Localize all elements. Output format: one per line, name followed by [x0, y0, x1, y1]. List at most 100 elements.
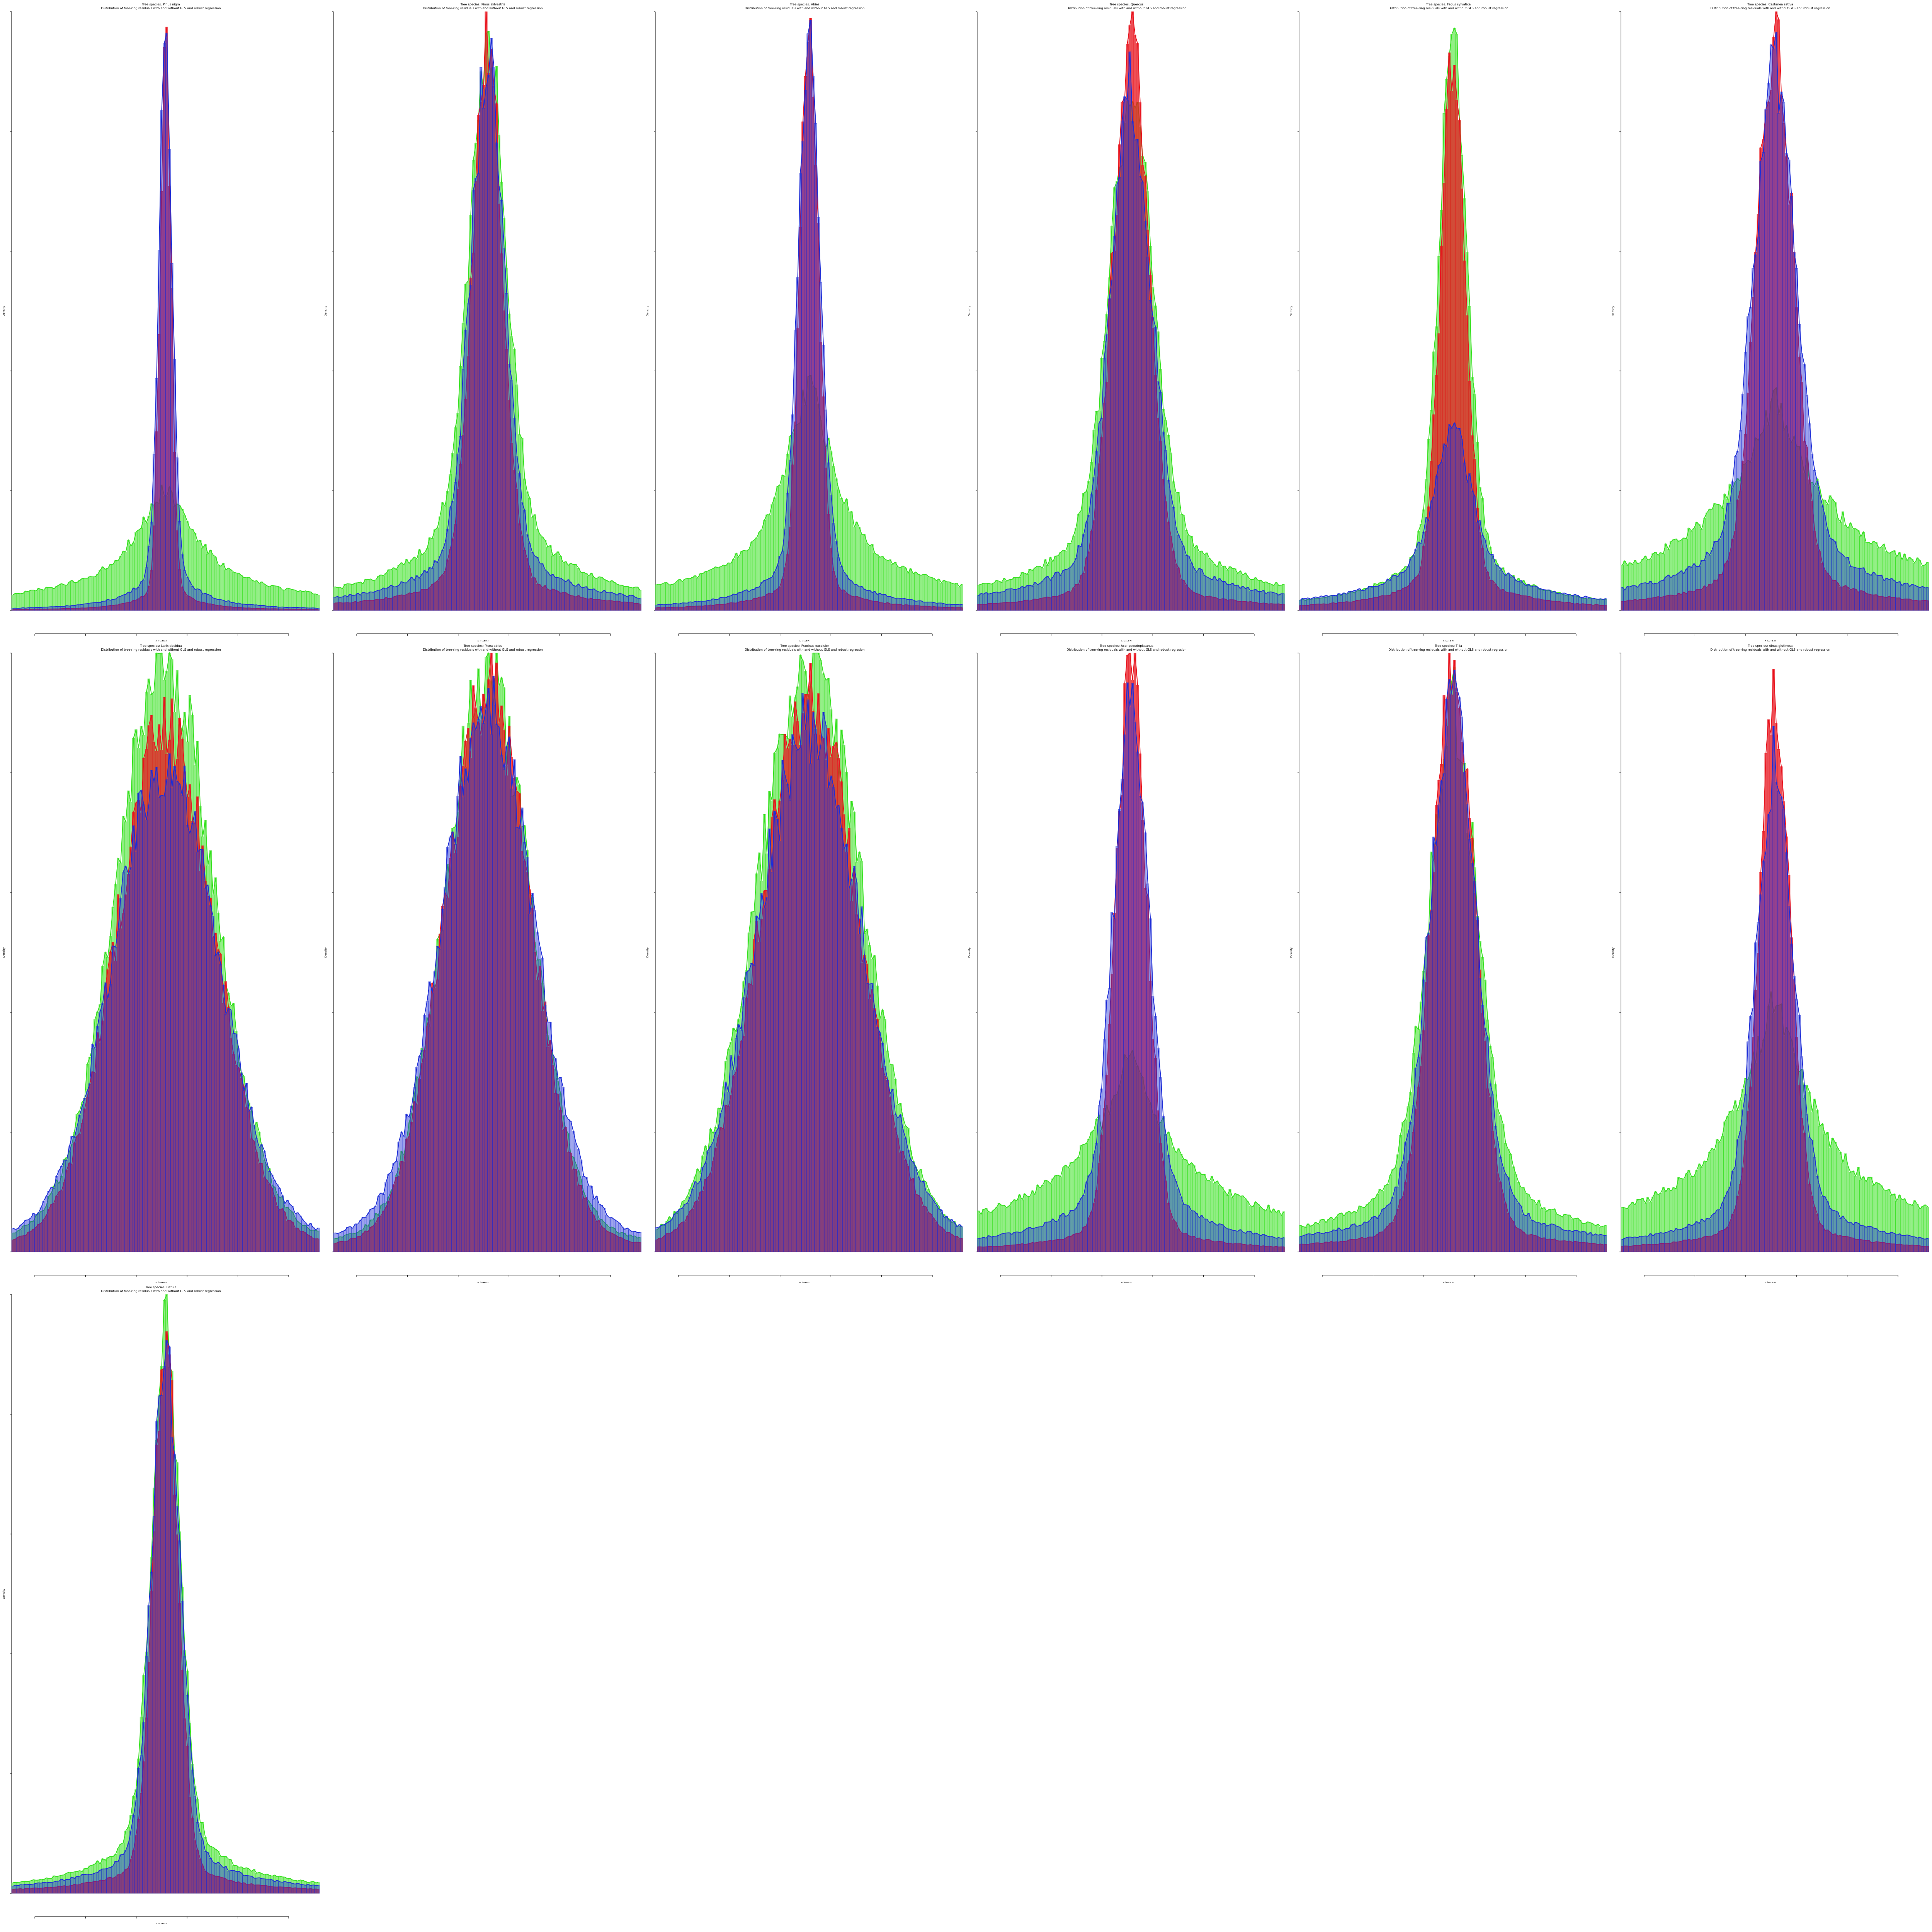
histogram-bar [1726, 1191, 1729, 1252]
histogram-bar [160, 795, 163, 1252]
histogram-bar [1003, 1233, 1005, 1252]
histogram-bar [235, 603, 238, 611]
histogram-bar [1144, 221, 1147, 611]
histogram-bar [1442, 443, 1446, 611]
histogram-bar [389, 1172, 393, 1252]
histogram-bar [633, 1231, 636, 1252]
histogram-bar [1282, 594, 1285, 611]
histogram-bar [809, 764, 812, 1252]
histogram-bar [819, 282, 822, 611]
histogram-bar [201, 1839, 204, 1894]
histogram-bar [367, 593, 369, 611]
histogram-bar [1371, 587, 1374, 611]
histogram-bar [508, 736, 511, 1252]
histogram-bar [1195, 572, 1198, 611]
histogram-bar [1769, 44, 1772, 611]
histogram-bar [722, 1105, 725, 1252]
histogram-bar [374, 1206, 377, 1252]
histogram-bar [1461, 439, 1463, 611]
histogram-bar [1241, 1231, 1244, 1252]
histogram-bar [694, 601, 697, 611]
histogram-bar [1020, 586, 1024, 611]
histogram-bar [1453, 423, 1456, 611]
histogram-bar [546, 572, 549, 611]
histogram-bar [945, 1216, 948, 1252]
histogram-bar [977, 595, 980, 611]
histogram-bar [1126, 682, 1129, 1252]
histogram-bar [539, 564, 541, 611]
histogram-bar [461, 796, 464, 1252]
histogram-bar [1821, 505, 1824, 611]
histogram-bar [96, 1872, 99, 1894]
histogram-bar [691, 1189, 694, 1252]
density-curve [1622, 726, 1928, 1240]
histogram-bar [850, 879, 853, 1252]
x-axis-label: Δ logBAI [155, 1923, 167, 1924]
histogram-bar [1921, 586, 1924, 611]
histogram-bar [781, 760, 784, 1252]
histogram-bar [912, 1162, 915, 1252]
histogram-bar [559, 578, 562, 611]
histogram-bar [1644, 582, 1647, 611]
histogram-bar [1466, 482, 1469, 611]
histogram-bar [1175, 1181, 1177, 1252]
histogram-bar [1818, 1187, 1821, 1252]
histogram-bar [214, 955, 217, 1252]
histogram-bar [1527, 584, 1530, 611]
histogram-series [655, 693, 963, 1252]
histogram-bar [1205, 1219, 1208, 1252]
histogram-bar [338, 1233, 341, 1252]
histogram-bar [224, 601, 227, 611]
histogram-bar [1636, 587, 1639, 611]
histogram-bar [1898, 1233, 1901, 1252]
histogram-bar [1092, 477, 1095, 611]
histogram-bar [268, 1171, 271, 1252]
histogram-bar [1555, 1226, 1558, 1252]
histogram-bar [96, 1026, 99, 1252]
histogram-bar [75, 605, 78, 611]
histogram-bar [104, 601, 107, 611]
histogram-bar [1327, 596, 1330, 611]
histogram-bar [1872, 572, 1875, 611]
histogram-bar [505, 293, 508, 611]
histogram-bar [1121, 779, 1124, 1252]
histogram-bar [37, 1883, 40, 1894]
histogram-bar [747, 970, 750, 1252]
histogram-bar [219, 1865, 222, 1894]
histogram-bar [58, 1170, 61, 1252]
histogram-bar [1478, 978, 1481, 1252]
histogram-bar [1687, 1224, 1690, 1252]
histogram-bar [855, 584, 858, 611]
histogram-bar [569, 1121, 572, 1252]
histogram-bar [410, 577, 413, 611]
histogram-bar [1800, 1056, 1803, 1252]
histogram-bar [1682, 573, 1685, 611]
histogram-bar [1461, 717, 1463, 1252]
histogram-bar [590, 590, 593, 611]
density-curve [13, 697, 318, 1240]
histogram-bar [796, 750, 799, 1252]
histogram-panel: Tree species: Castanea sativa Distributio… [1609, 0, 1931, 641]
histogram-bar [122, 872, 125, 1252]
histogram-bar [1010, 588, 1013, 611]
histogram-bar [1046, 576, 1049, 611]
histogram-bar [1061, 570, 1065, 611]
histogram-bar [1244, 1233, 1247, 1252]
histogram-bar [1787, 906, 1791, 1252]
histogram-bar [1417, 542, 1420, 611]
histogram-bar [1849, 566, 1852, 611]
histogram-bar [1353, 590, 1356, 611]
histogram-bar [37, 607, 40, 611]
histogram-bar [1494, 1126, 1497, 1252]
histogram-bar [289, 1204, 291, 1252]
histogram-bar [1908, 586, 1911, 611]
histogram-bar [950, 604, 953, 611]
histogram-bar [1162, 432, 1165, 611]
histogram-bar [1156, 381, 1160, 611]
histogram-bar [1818, 495, 1821, 611]
histogram-bar [1342, 592, 1345, 611]
histogram-bar [425, 572, 429, 611]
histogram-bar [1082, 1195, 1085, 1252]
histogram-bar [1895, 582, 1898, 611]
histogram-bar [230, 1010, 233, 1252]
